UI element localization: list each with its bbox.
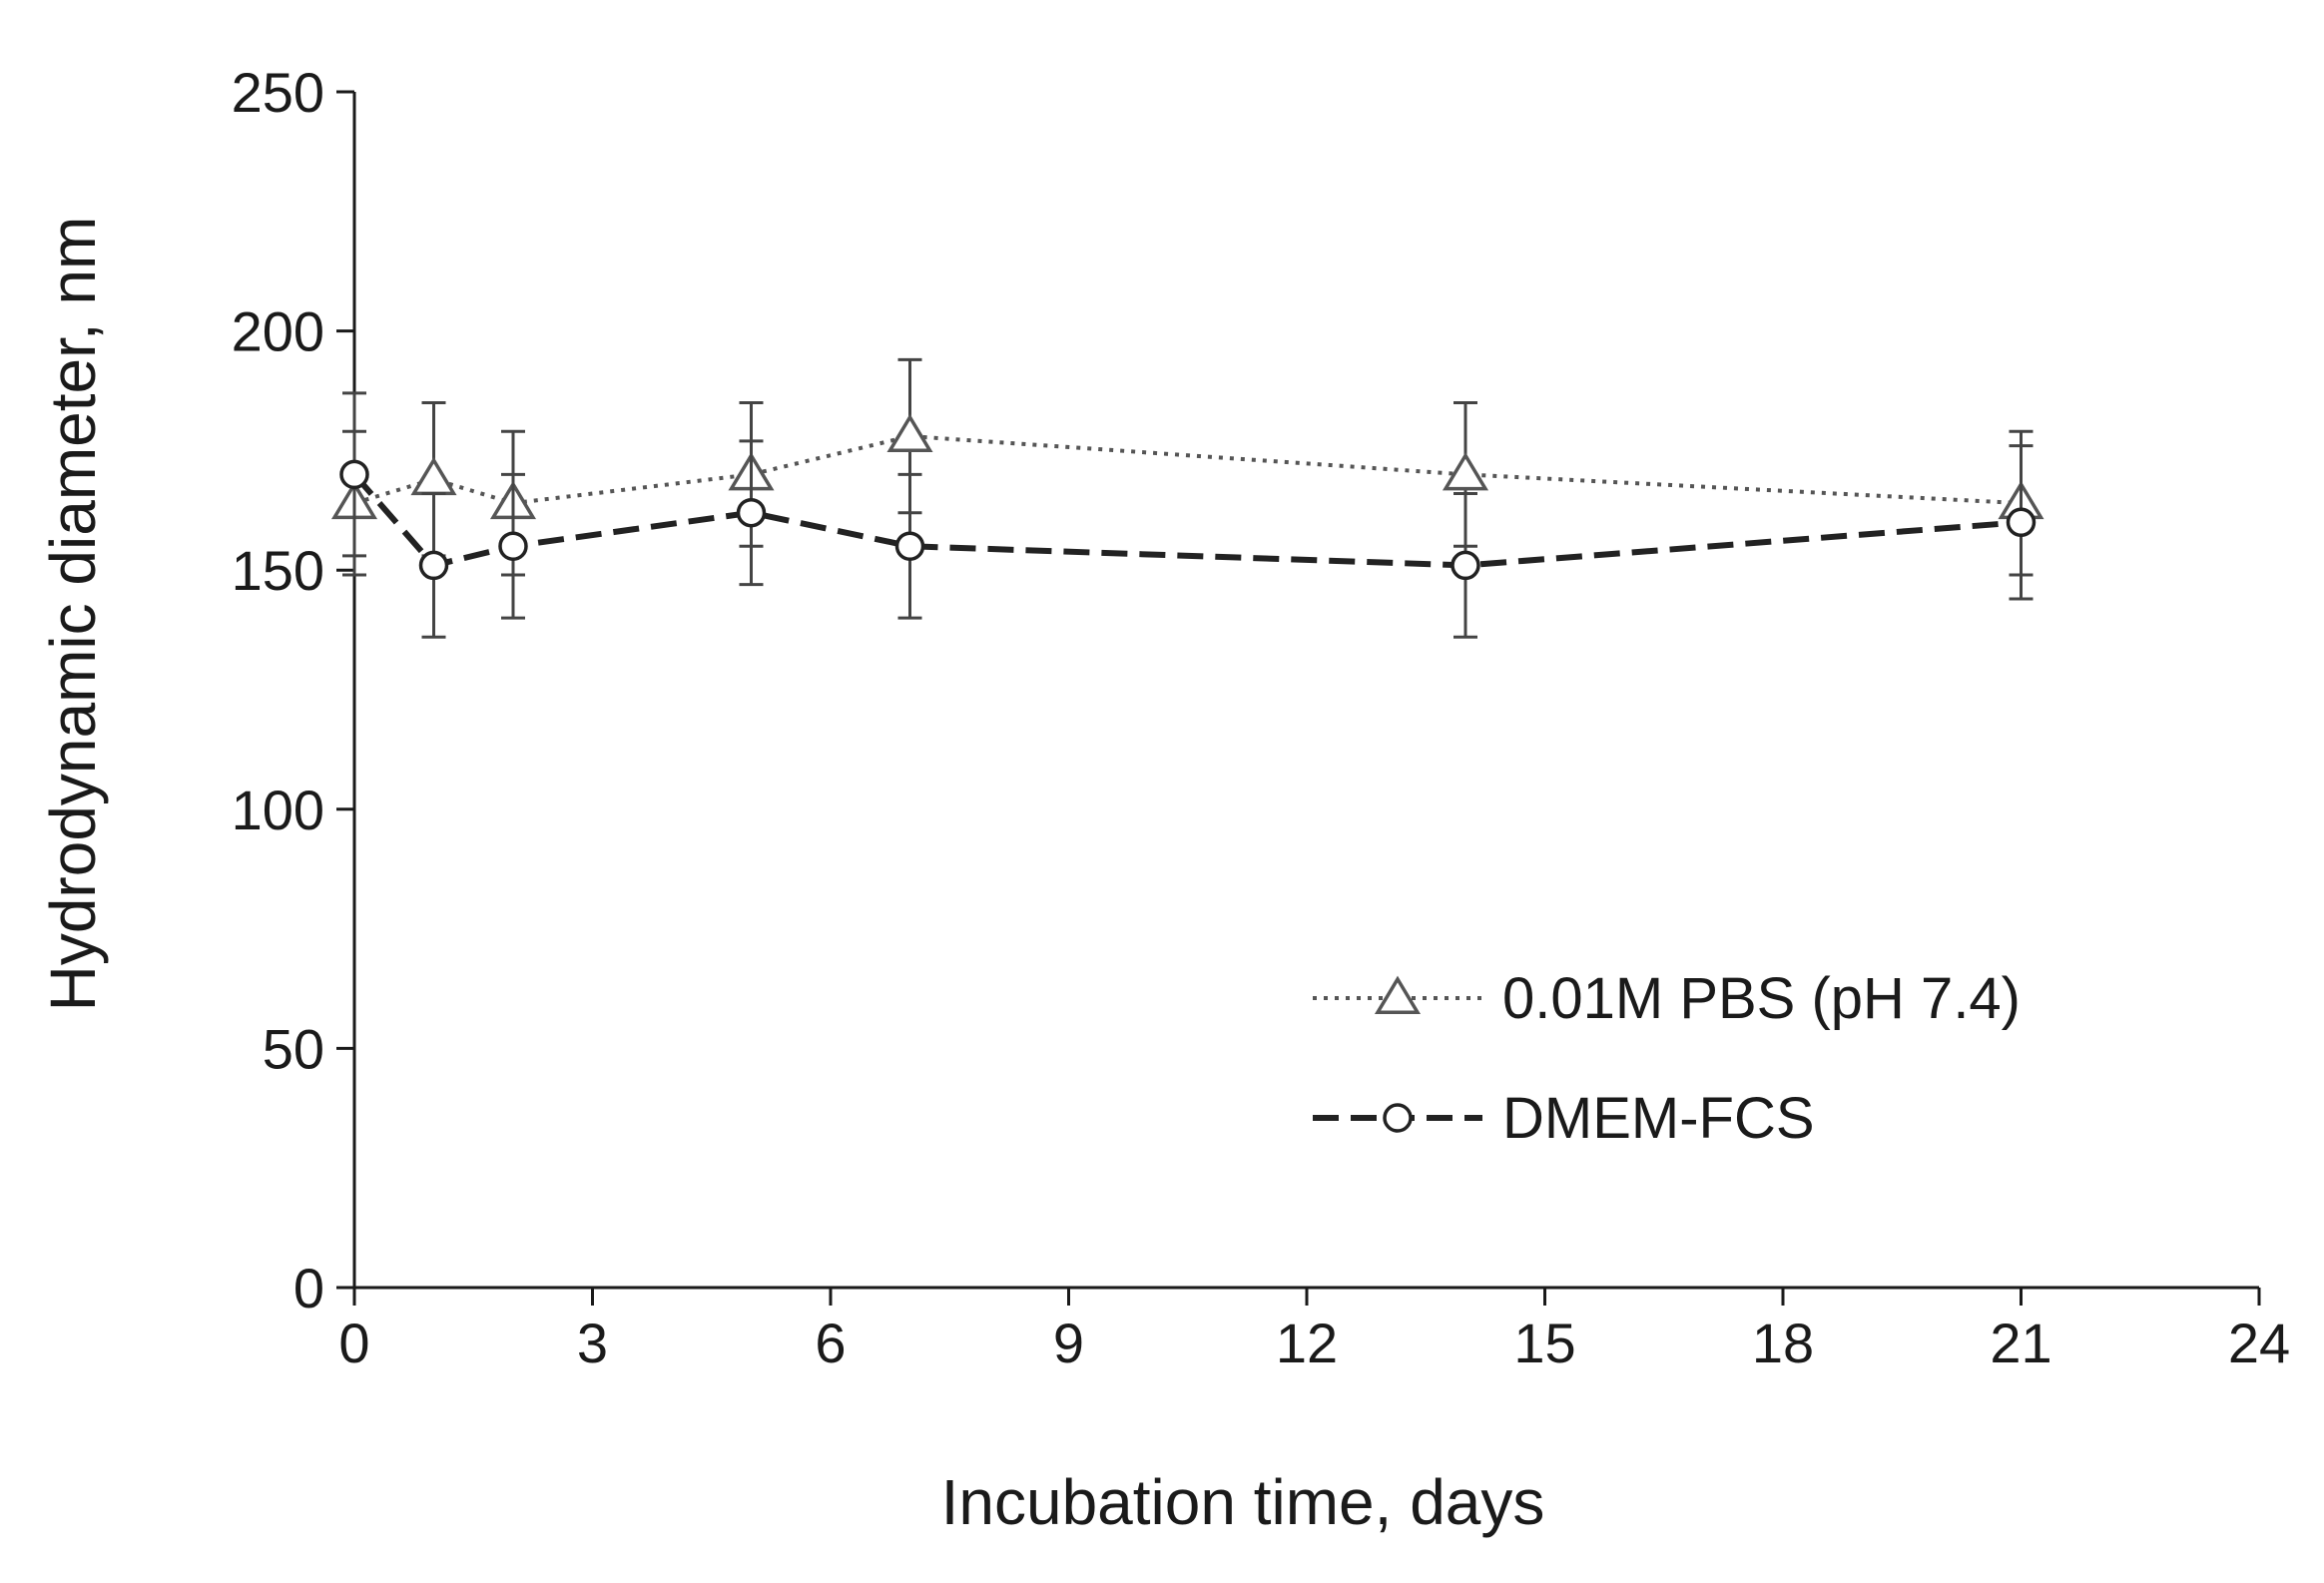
- x-tick-label: 18: [1752, 1312, 1814, 1374]
- y-tick-label: 250: [232, 61, 324, 124]
- data-point: [886, 413, 933, 453]
- data-point: [498, 531, 528, 561]
- legend-swatch-marker: [1383, 1103, 1413, 1133]
- x-tick-label: 9: [1053, 1312, 1084, 1374]
- legend-entry: DMEM-FCS: [1313, 1086, 1815, 1151]
- data-point: [1451, 550, 1480, 581]
- legend: 0.01M PBS (pH 7.4) DMEM-FCS: [1313, 966, 2021, 1151]
- data-point: [1442, 451, 1489, 491]
- axes: [352, 92, 2259, 1290]
- x-tick-label: 15: [1513, 1312, 1575, 1374]
- x-tick-label: 21: [1990, 1312, 2051, 1374]
- x-tick-label: 0: [338, 1312, 369, 1374]
- x-axis-title: Incubation time, days: [941, 1466, 1545, 1538]
- data-point: [339, 459, 369, 490]
- data-point: [736, 497, 767, 528]
- y-axis-title: Hydrodynamic diameter, nm: [37, 217, 109, 1012]
- series-line: [351, 472, 2022, 569]
- data-point: [2006, 507, 2036, 538]
- x-tick-label: 12: [1276, 1312, 1338, 1374]
- y-tick-label: 200: [232, 300, 324, 363]
- series-1: [339, 391, 2036, 639]
- x-tick-label: 3: [577, 1312, 608, 1374]
- series-line: [353, 434, 2022, 506]
- legend-swatch-marker: [1374, 975, 1422, 1014]
- series-layer: [330, 357, 2044, 639]
- data-point: [418, 550, 449, 581]
- y-tick-label: 0: [293, 1257, 324, 1319]
- ticks: 0 50 100 150 200 250 0 3 6 9 12 15 18 21 24: [232, 61, 2291, 1374]
- data-point: [894, 531, 925, 561]
- legend-label: DMEM-FCS: [1502, 1086, 1815, 1151]
- y-tick-label: 100: [232, 779, 324, 841]
- y-tick-label: 50: [263, 1017, 324, 1080]
- x-tick-label: 6: [815, 1312, 846, 1374]
- legend-label: 0.01M PBS (pH 7.4): [1502, 966, 2021, 1031]
- x-tick-label: 24: [2228, 1312, 2290, 1374]
- data-point: [410, 456, 457, 496]
- y-tick-label: 150: [232, 539, 324, 602]
- legend-entry: 0.01M PBS (pH 7.4): [1313, 966, 2021, 1031]
